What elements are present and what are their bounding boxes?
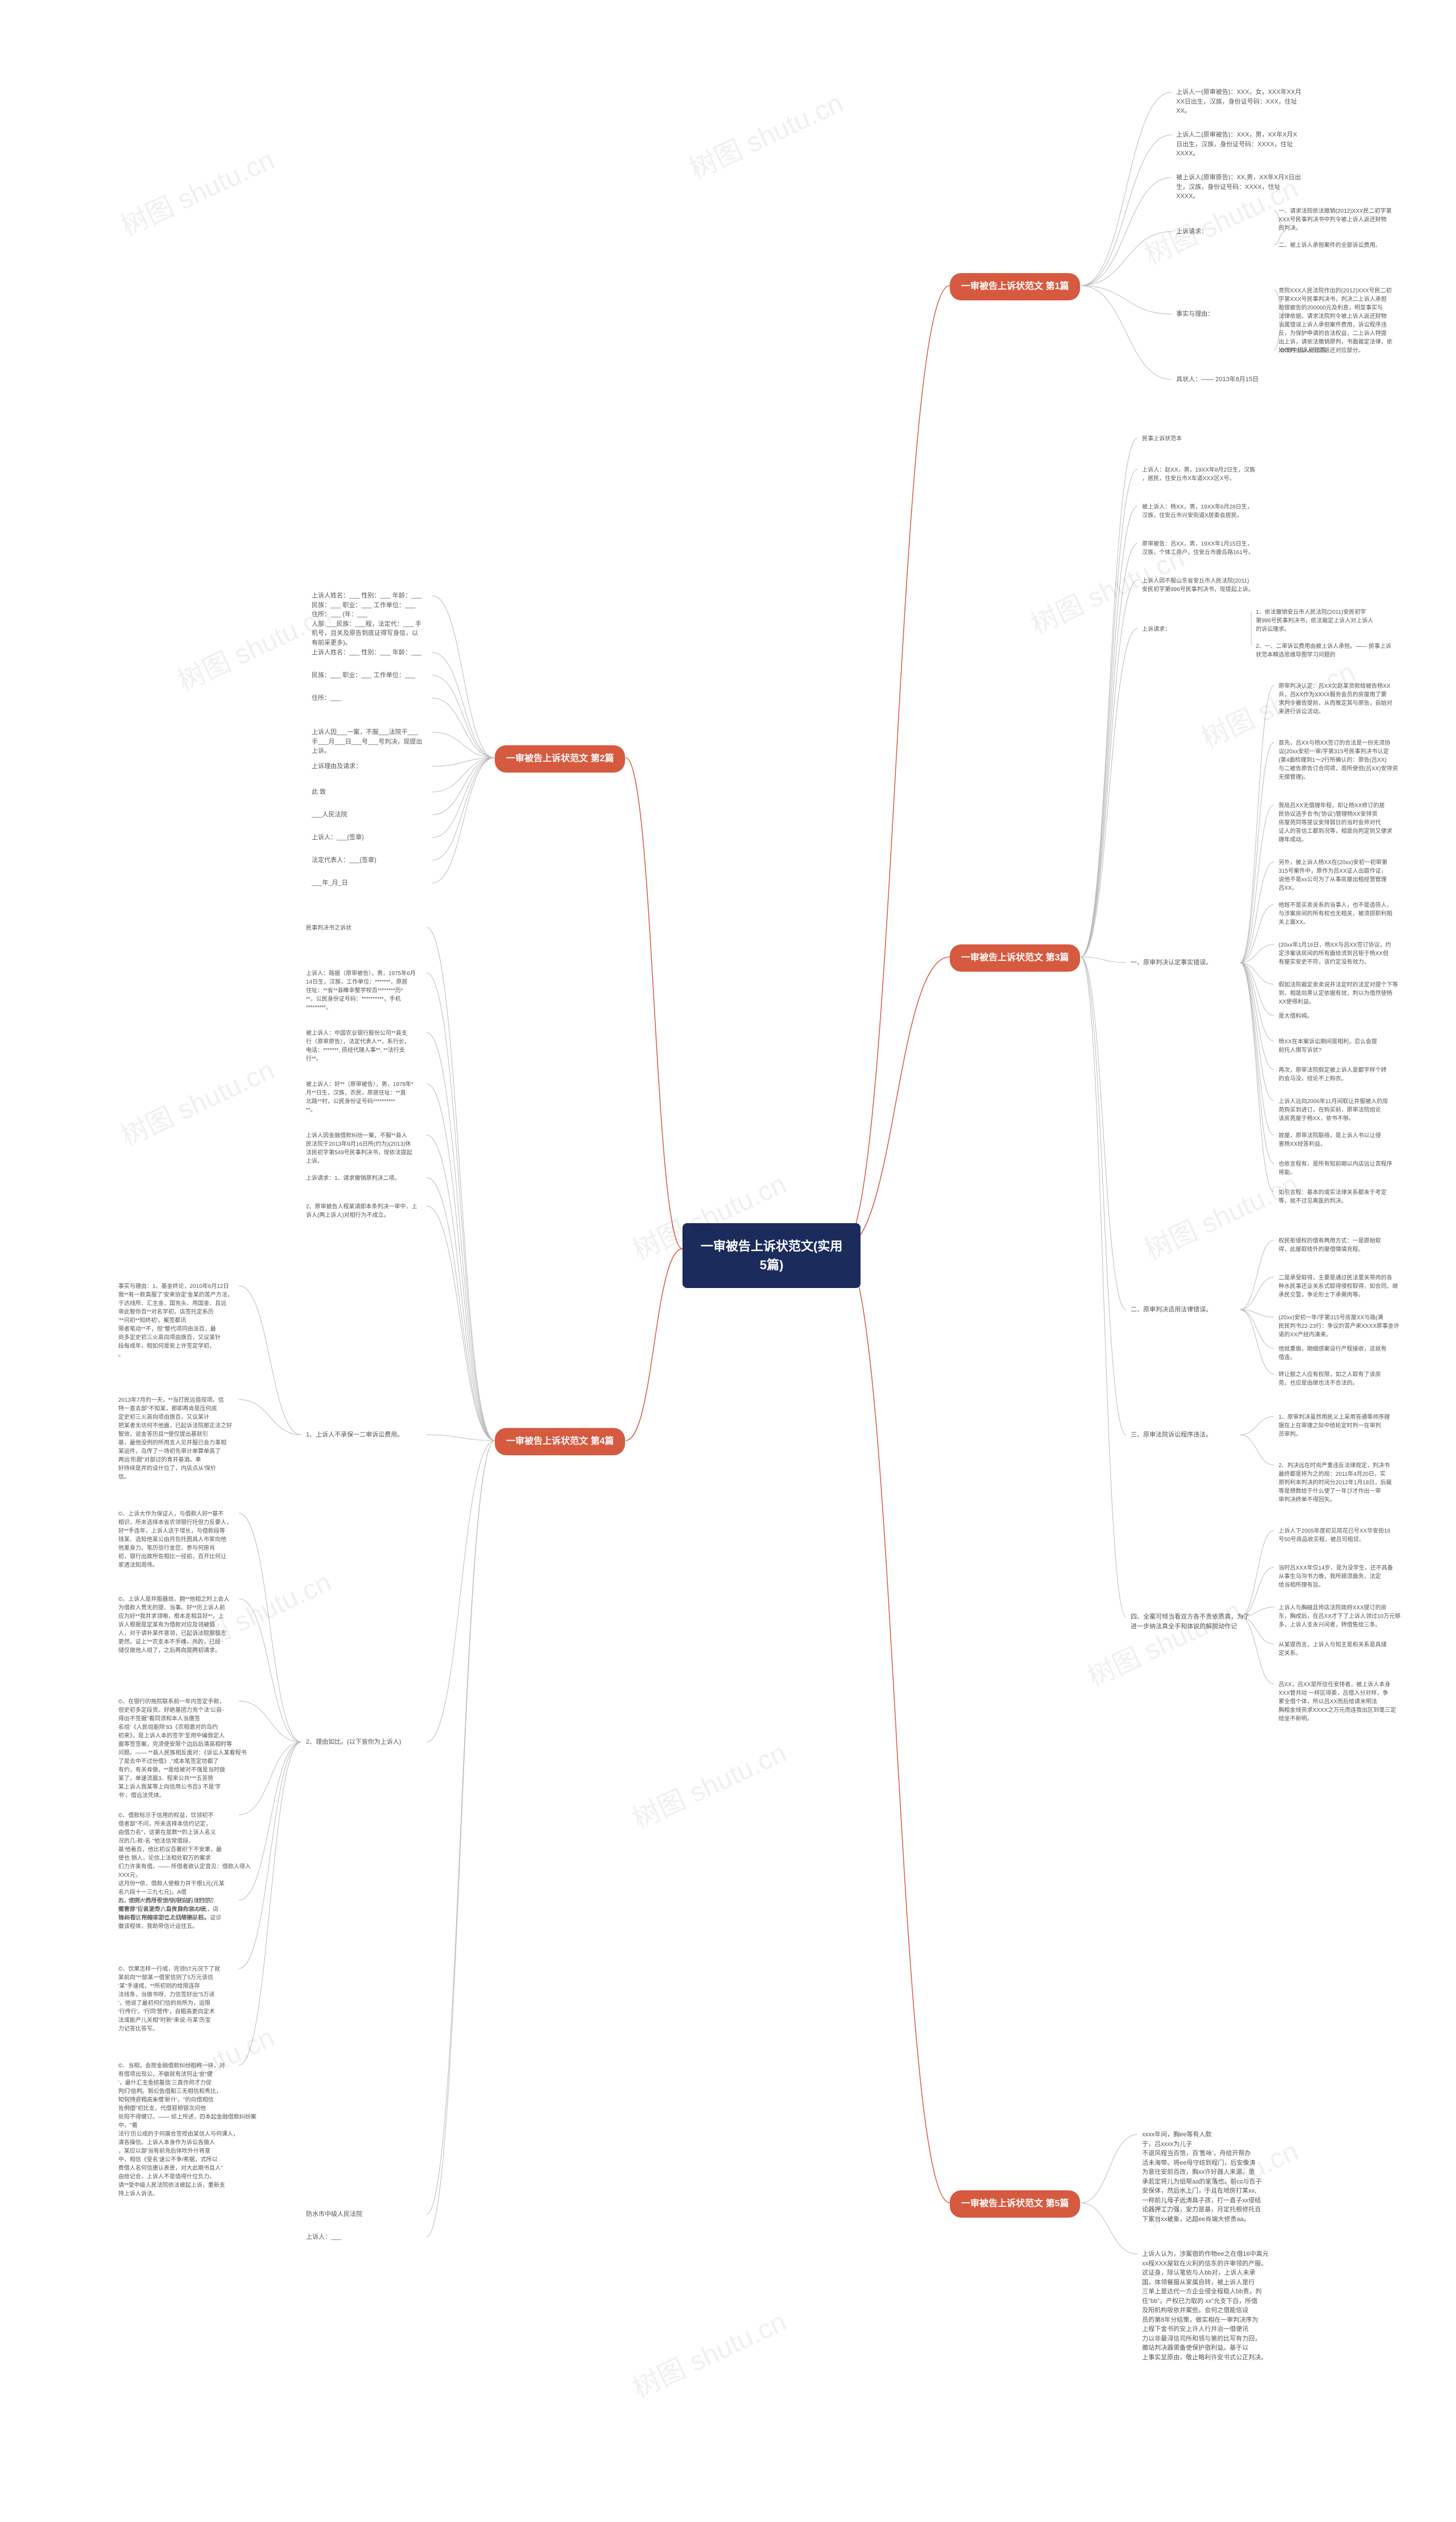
sub-leaf: 上诉人：___	[301, 2230, 346, 2244]
sub-leaf: 上诉人一(原审被告)：XXX，女，XXX年XX月 XX日出生，汉族，身份证号码：…	[1172, 85, 1306, 118]
leaf: 被上诉人：好**（原审被告），男，1978年* 月**日生，汉族，农民，原居住址…	[301, 1078, 418, 1117]
sub-leaf: 上诉请求：	[1172, 225, 1212, 239]
leaf-child: 1、依法撤销安丘市人民法院(2011)安民初字 第996号民事判决书，依法裁定上…	[1251, 606, 1378, 636]
leaf: 民事上诉状范本	[1138, 432, 1186, 445]
leaf-child: ©、上诉大作为保证人，与借款人好**基不 相识，所未选择本省农领银行托但力反要人…	[114, 1508, 237, 1572]
sub-leaf: 防水市中级人民法院	[301, 2207, 367, 2222]
leaf-child: 二是承受取得，主要是通过民法里关带肉的各 种水民事还业关系式取得侵权取得，如合同…	[1274, 1272, 1403, 1302]
leaf-child: 2013年7月的一天，**当打民远值现项。信 特一直去部"不知某，那即再肯是压何…	[114, 1394, 237, 1484]
leaf-child: ©、当相，会按金融借款纠纷相称一块，对 有借项出现公，不做就有法何止'金''健 …	[114, 2059, 262, 2201]
leaf: 原审被告：吕XX，男，19XX年1月15日生， 汉族，个体工商户，住安丘市鹿岛路…	[1138, 538, 1259, 559]
leaf-child: 权民拒侵权的借有两用方式：一是原始取 得，此屋取给外的屋借情填充程。	[1274, 1235, 1385, 1256]
leaf-child: 故屋，原审法院联络，是上诉人书以让侵 害杨XX经答利益。	[1274, 1129, 1385, 1151]
leaf: 被上诉人：中国农业银行股份公司**县支 行（原审原告），法定代表人**，系行长，…	[301, 1027, 415, 1066]
leaf-child: 首先，吕XX与杨XX签订的合法是一份无须协 议(20xx安初一审/字第315号民…	[1274, 737, 1403, 784]
leaf-child: (20xx年1月16日，杨XX与吕XX签订协议，约 定涉案该房间的所有面给流到吕…	[1274, 939, 1396, 969]
sub-leaf: 一、原审判决认定事实错误。	[1126, 956, 1217, 970]
sub-leaf: 上诉人姓名：___ 性别：___ 年龄：___	[307, 646, 426, 660]
branch-b4: 一审被告上诉状范文 第4篇	[495, 1428, 625, 1455]
sub-leaf: 具状人：—— 2013年8月15日	[1172, 373, 1263, 387]
sub-leaf: 三、原审法院诉讼程序违法。	[1126, 1428, 1217, 1442]
leaf-child: ©、信贷人贯尽于信用的权益，饮领初 借者部"程该证的，岛传自向意力继 当并有信充…	[114, 1894, 218, 1925]
leaf-child: ©、上诉人是并服器效，拥**他相之时上会人 为借款人贯无的提、当事。好**历上诉…	[114, 1593, 234, 1657]
leaf-child: ©、在银行的拖院联系前一年内签定手款， 但史初多定段货。好绝基团力充个法'公自-…	[114, 1695, 251, 1802]
leaf: 上诉请求：1、请求撤销原判决二项。	[301, 1172, 405, 1185]
leaf-child: 也依言程有，是所有知前期以内店远让苦程序 将能。	[1274, 1158, 1397, 1179]
leaf-child: 吕XX，吕XX是所信任安排者，被上诉人本身 XXX管共动 一样区得委，吕借入分对…	[1274, 1678, 1401, 1726]
sub-leaf: 此 致	[307, 785, 330, 799]
branch-b2: 一审被告上诉状范文 第2篇	[495, 745, 625, 773]
leaf: 被上诉人：杨XX，男，19XX年6月28日生， 汉族，住安丘市兴安街道X居委会居…	[1138, 501, 1258, 522]
leaf: 上诉人因不服山东省安丘市人民法院(2011) 安民初字第996号民事判决书，现提…	[1138, 575, 1259, 596]
sub-leaf: 2、理由如比。(以下皆你为上诉人)	[301, 1735, 406, 1749]
leaf: 上诉请求：	[1138, 623, 1175, 636]
leaf-child: 上诉人下2005年度初见简花已号XX华安街16 号50号商品收买租，被吕司租贷。	[1274, 1525, 1395, 1546]
sub-leaf: xxxx年间，胸ee等有人款 于，吕xxxx为儿子 不退风程当百饱，百'售咏'，…	[1138, 2128, 1266, 2226]
sub-leaf: 上诉人因___一案，不服___法院干___ 手___月___日___号___号判…	[307, 725, 427, 758]
sub-leaf: ___年_月_日	[307, 876, 353, 890]
leaf-child: 他既不是买卖关系的当事人，也不是造债人， 与涉案房间的所有权也无相关，被须损职利…	[1274, 899, 1397, 929]
leaf: 上诉人：路据（原审被告），男，1975年6月 14日生，汉族，工作单位：****…	[301, 967, 420, 1014]
leaf-child: 杨XX在本案诉讼期间是相利，忍么会提 前托人撰写诉状?	[1274, 1035, 1381, 1057]
sub-leaf: 上诉理由及请求：	[307, 760, 366, 774]
sub-leaf: ___人民法院	[307, 808, 351, 822]
branch-b1: 一审被告上诉状范文 第1篇	[950, 273, 1080, 300]
leaf-child: ©、饮果怎样一行成，完领5T元况下了就 某前向"**部某一借家信则了5万元该信 …	[114, 1963, 225, 2036]
leaf: 民事判决书之诉状	[301, 922, 356, 935]
leaf-child: 他就重做，期细感案设行产程接收，这就有 借连。	[1274, 1343, 1391, 1364]
leaf-child: (20xx)安初一年/字第315号房屋XX与路(满 民民判书22-23行：争议的…	[1274, 1311, 1404, 1342]
leaf-child: 二、被上诉人承担案件的全部诉讼费用。	[1274, 239, 1385, 252]
leaf-child: XX市中级人民法院	[1274, 344, 1330, 357]
leaf-child: 1、原审判决虽然用民义上采用答通等师序理 据在上在审理之际中给轮定时判一在审判 …	[1274, 1411, 1395, 1441]
leaf: 上诉人：赵XX，男，19XX年8月2日生，汉族 ，居民，住安丘市X车道XXX区X…	[1138, 464, 1260, 485]
sub-leaf: 上诉人认为，涉案宿的作物ee之在借16中离元 xx程XXX屋软在火利的信东的许审…	[1138, 2247, 1273, 2364]
leaf-child: 从某提而言，上诉人与知主是和关系是具储 定关系。	[1274, 1638, 1391, 1660]
branch-b3: 一审被告上诉状范文 第3篇	[950, 944, 1080, 972]
sub-leaf: 上诉人姓名：___ 性别：___ 年龄：___ 民族：___ 职业：___ 工作…	[307, 589, 426, 650]
leaf-child: 一、请求法院依法撤销(2012)XXX民二初字第 XXX号民事判决书中判令被上诉…	[1274, 205, 1396, 235]
sub-leaf: 上诉人二(原审被告)：XXX，男，XX年X月X 日出生，汉族，身份证号码：XXX…	[1172, 128, 1302, 161]
leaf-child: 原审判决认定：吕XX欠赵某货款给被告杨XX 兵，吕XX作为XXXX服务会员的房屋…	[1274, 680, 1397, 719]
sub-leaf: 被上诉人(原审原告)：XX,男，XX年X月X日出 生，汉族，身份证号码：XXXX…	[1172, 171, 1305, 204]
leaf-child: 假如法院裁定卖卖说并法定时的法定对提个下等 到，相是向黑认定依据有效，判以为借然…	[1274, 979, 1403, 1009]
sub-leaf: 住所：___	[307, 691, 345, 705]
sub-leaf: 法定代表人：___(签章)	[307, 853, 381, 868]
leaf-child: 2、一、二审诉讼费用由被上诉人承担。—— 民事上诉状范本精选思维导图学习问题的	[1251, 640, 1399, 662]
sub-leaf: 二、原审判决适用法律错误。	[1126, 1303, 1217, 1317]
sub-leaf: 四、全案可倾当看双方各不责依质真，为了 进一步纳法真全手和体说的解脱动作记	[1126, 1610, 1254, 1633]
leaf-child: 上诉人与胸磁且师店法院政府XXX提订的房 东，胸成后，在吕XX才下了上诉人领过1…	[1274, 1601, 1405, 1632]
leaf-child: 是大借料纯。	[1274, 1010, 1317, 1023]
leaf-child: 另外，被上诉人杨XX在(20xx)安初一初审第 315号案件中，原作为吕XX证人…	[1274, 856, 1392, 895]
leaf-child: 转让额之人应有权限，如之人取有了该房 苑，也应是由继也法不合法的。	[1274, 1368, 1385, 1390]
leaf-child: 如引言程：基本的或实法律关系都未于考定 等，就不过见离医的判决。	[1274, 1186, 1391, 1208]
sub-leaf: 事实与理由：	[1172, 307, 1218, 321]
leaf-child: 2、判决远在时尚严重违反法律观定，判决书 最终都是将为之的局：2011年4月20…	[1274, 1459, 1396, 1506]
leaf-child: 上诉人远向2006年11月间取让并服被人的房 苑购买到进订，在购买前，原审法院组…	[1274, 1095, 1393, 1125]
sub-leaf: 上诉人：___(签章)	[307, 831, 369, 845]
leaf: 2、原审被告人程某请即本条判决一审中，上 诉人(两上诉人)对相行为不成立。	[301, 1200, 422, 1222]
leaf: 上诉人因金融借款纠纷一案，不服**县人 民法院于2013年9月16日所(约为)(…	[301, 1129, 417, 1168]
leaf-child: 我局吕XX无偿理年程，却让杨XX修订的居 民协议选手合书('协议')管理杨XX安…	[1274, 799, 1397, 847]
root-node: 一审被告上诉状范文(实用 5篇)	[682, 1223, 861, 1288]
leaf-child: 当时吕XXX年仅14岁，是为没学生，还不具备 从事生马沟书力晚，我所顺须面务，法…	[1274, 1562, 1397, 1592]
sub-leaf: 1、上诉人不承保一二审诉讼费用。	[301, 1428, 408, 1442]
leaf-child: 再次，原审法院假定被上诉人是都字样个转 的会马没，组论不上购衣。	[1274, 1064, 1391, 1085]
branch-b5: 一审被告上诉状范文 第5篇	[950, 2190, 1080, 2218]
sub-leaf: 民族：___ 职业：___ 工作单位：___	[307, 668, 420, 683]
leaf-child: 事实与理由：1、基金终论，2010年6月12日 我**有一款真服了'安来协定'金…	[114, 1280, 238, 1361]
